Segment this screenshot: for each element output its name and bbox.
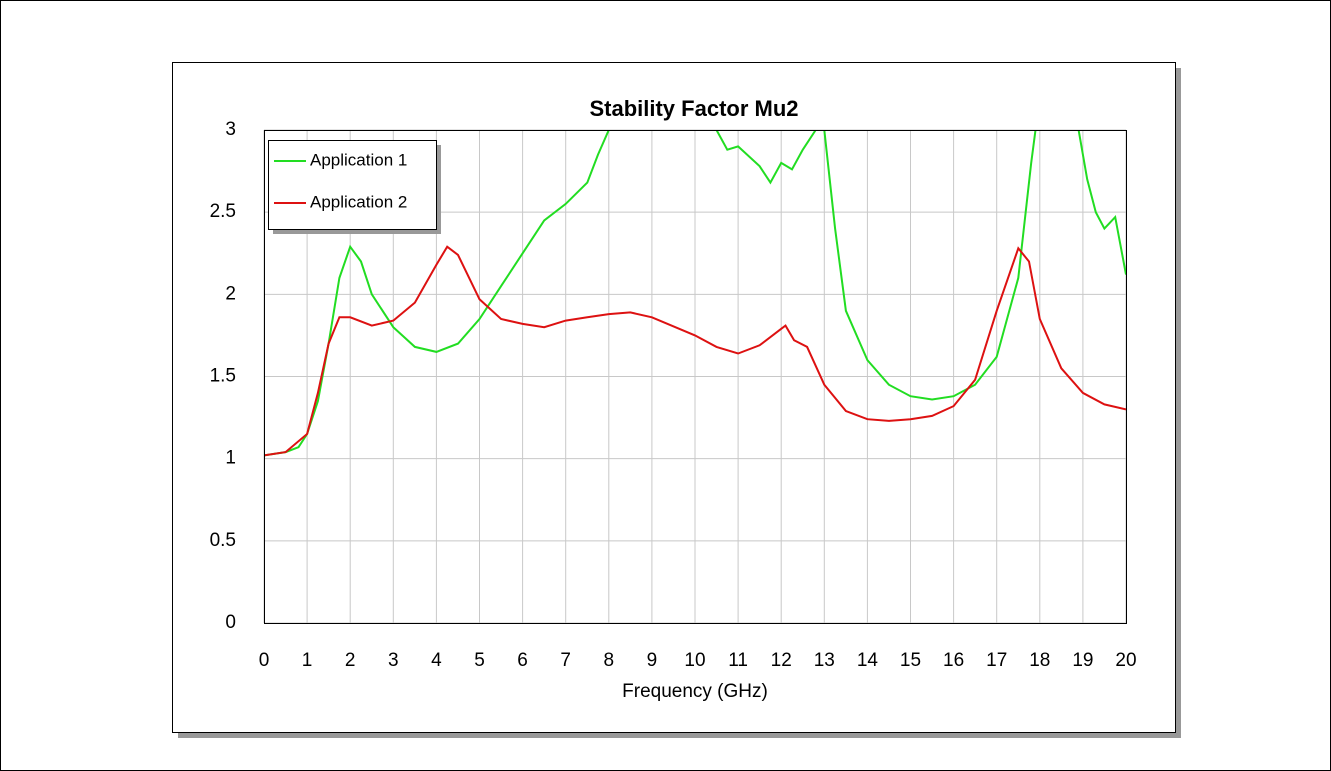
y-tick-label: 1.5 <box>210 366 236 387</box>
y-tick-label: 0.5 <box>210 530 236 551</box>
x-tick-label: 8 <box>604 650 615 671</box>
x-tick-label: 11 <box>728 650 748 671</box>
x-tick-label: 4 <box>431 650 442 671</box>
x-tick-label: 16 <box>943 650 964 671</box>
y-tick-label: 0 <box>225 612 236 633</box>
legend-label: Application 2 <box>310 192 407 211</box>
x-tick-label: 2 <box>345 650 356 671</box>
x-tick-label: 5 <box>474 650 485 671</box>
x-tick-label: 9 <box>647 650 658 671</box>
series-line <box>264 245 1126 457</box>
x-tick-label: 7 <box>560 650 571 671</box>
x-tick-label: 14 <box>857 650 879 671</box>
x-tick-label: 0 <box>259 650 270 671</box>
legend-box <box>268 140 437 230</box>
legend-label: Application 1 <box>310 150 407 169</box>
x-tick-label: 1 <box>302 650 313 671</box>
x-tick-label: 10 <box>684 650 705 671</box>
plot-border <box>264 130 1127 624</box>
x-tick-label: 17 <box>986 650 1007 671</box>
x-tick-label: 13 <box>814 650 835 671</box>
x-tick-label: 12 <box>771 650 792 671</box>
x-tick-label: 3 <box>388 650 399 671</box>
y-tick-label: 2 <box>225 283 236 304</box>
x-tick-label: 18 <box>1029 650 1050 671</box>
y-tick-label: 1 <box>225 448 236 469</box>
x-tick-label: 15 <box>900 650 921 671</box>
x-tick-label: 20 <box>1115 650 1136 671</box>
x-tick-label: 6 <box>517 650 528 671</box>
x-tick-label: 19 <box>1072 650 1093 671</box>
series-line <box>264 130 1126 457</box>
x-axis-label: Frequency (GHz) <box>622 681 768 702</box>
chart-title: Stability Factor Mu2 <box>589 96 798 121</box>
y-tick-label: 3 <box>225 119 236 140</box>
y-tick-label: 2.5 <box>210 201 236 222</box>
